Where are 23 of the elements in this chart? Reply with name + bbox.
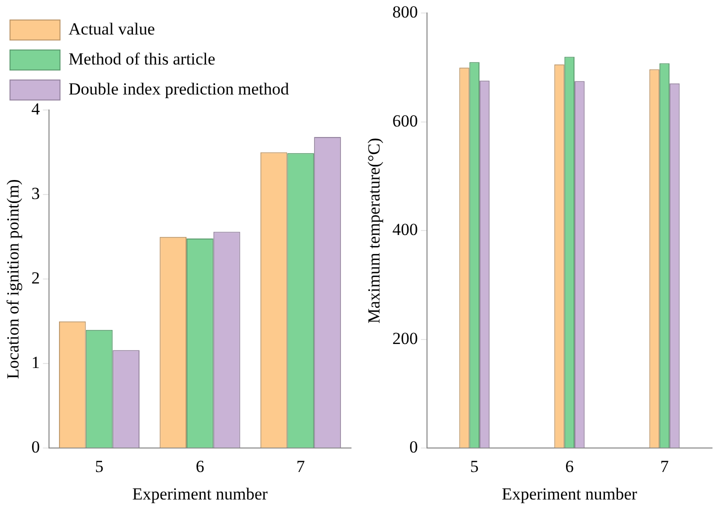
y-tick-label: 4 xyxy=(31,99,40,118)
y-tick-label: 0 xyxy=(31,438,40,457)
legend-label: Double index prediction method xyxy=(68,79,290,98)
y-axis-title: Location of ignition point(m) xyxy=(4,179,23,379)
y-tick-label: 1 xyxy=(31,353,40,372)
y-tick-label: 0 xyxy=(409,438,418,457)
x-tick-label: 7 xyxy=(660,456,670,476)
x-tick-label: 6 xyxy=(565,456,574,476)
y-tick-label: 3 xyxy=(31,184,40,204)
x-tick-label: 6 xyxy=(196,456,204,476)
y-tick-label: 400 xyxy=(392,220,418,240)
legend-label: Actual value xyxy=(68,19,155,38)
x-tick-label: 5 xyxy=(470,456,479,476)
x-tick-label: 7 xyxy=(296,456,306,476)
y-axis-title: Maximum temperature(°C) xyxy=(364,138,384,324)
x-tick-label: 5 xyxy=(95,456,104,476)
y-tick-label: 800 xyxy=(392,2,418,22)
y-tick-label: 200 xyxy=(392,328,418,348)
x-axis-title: Experiment number xyxy=(132,484,268,504)
legend-label: Method of this article xyxy=(68,49,216,68)
x-axis-title: Experiment number xyxy=(502,484,638,504)
y-tick-label: 2 xyxy=(31,268,40,288)
y-tick-label: 600 xyxy=(392,111,418,130)
